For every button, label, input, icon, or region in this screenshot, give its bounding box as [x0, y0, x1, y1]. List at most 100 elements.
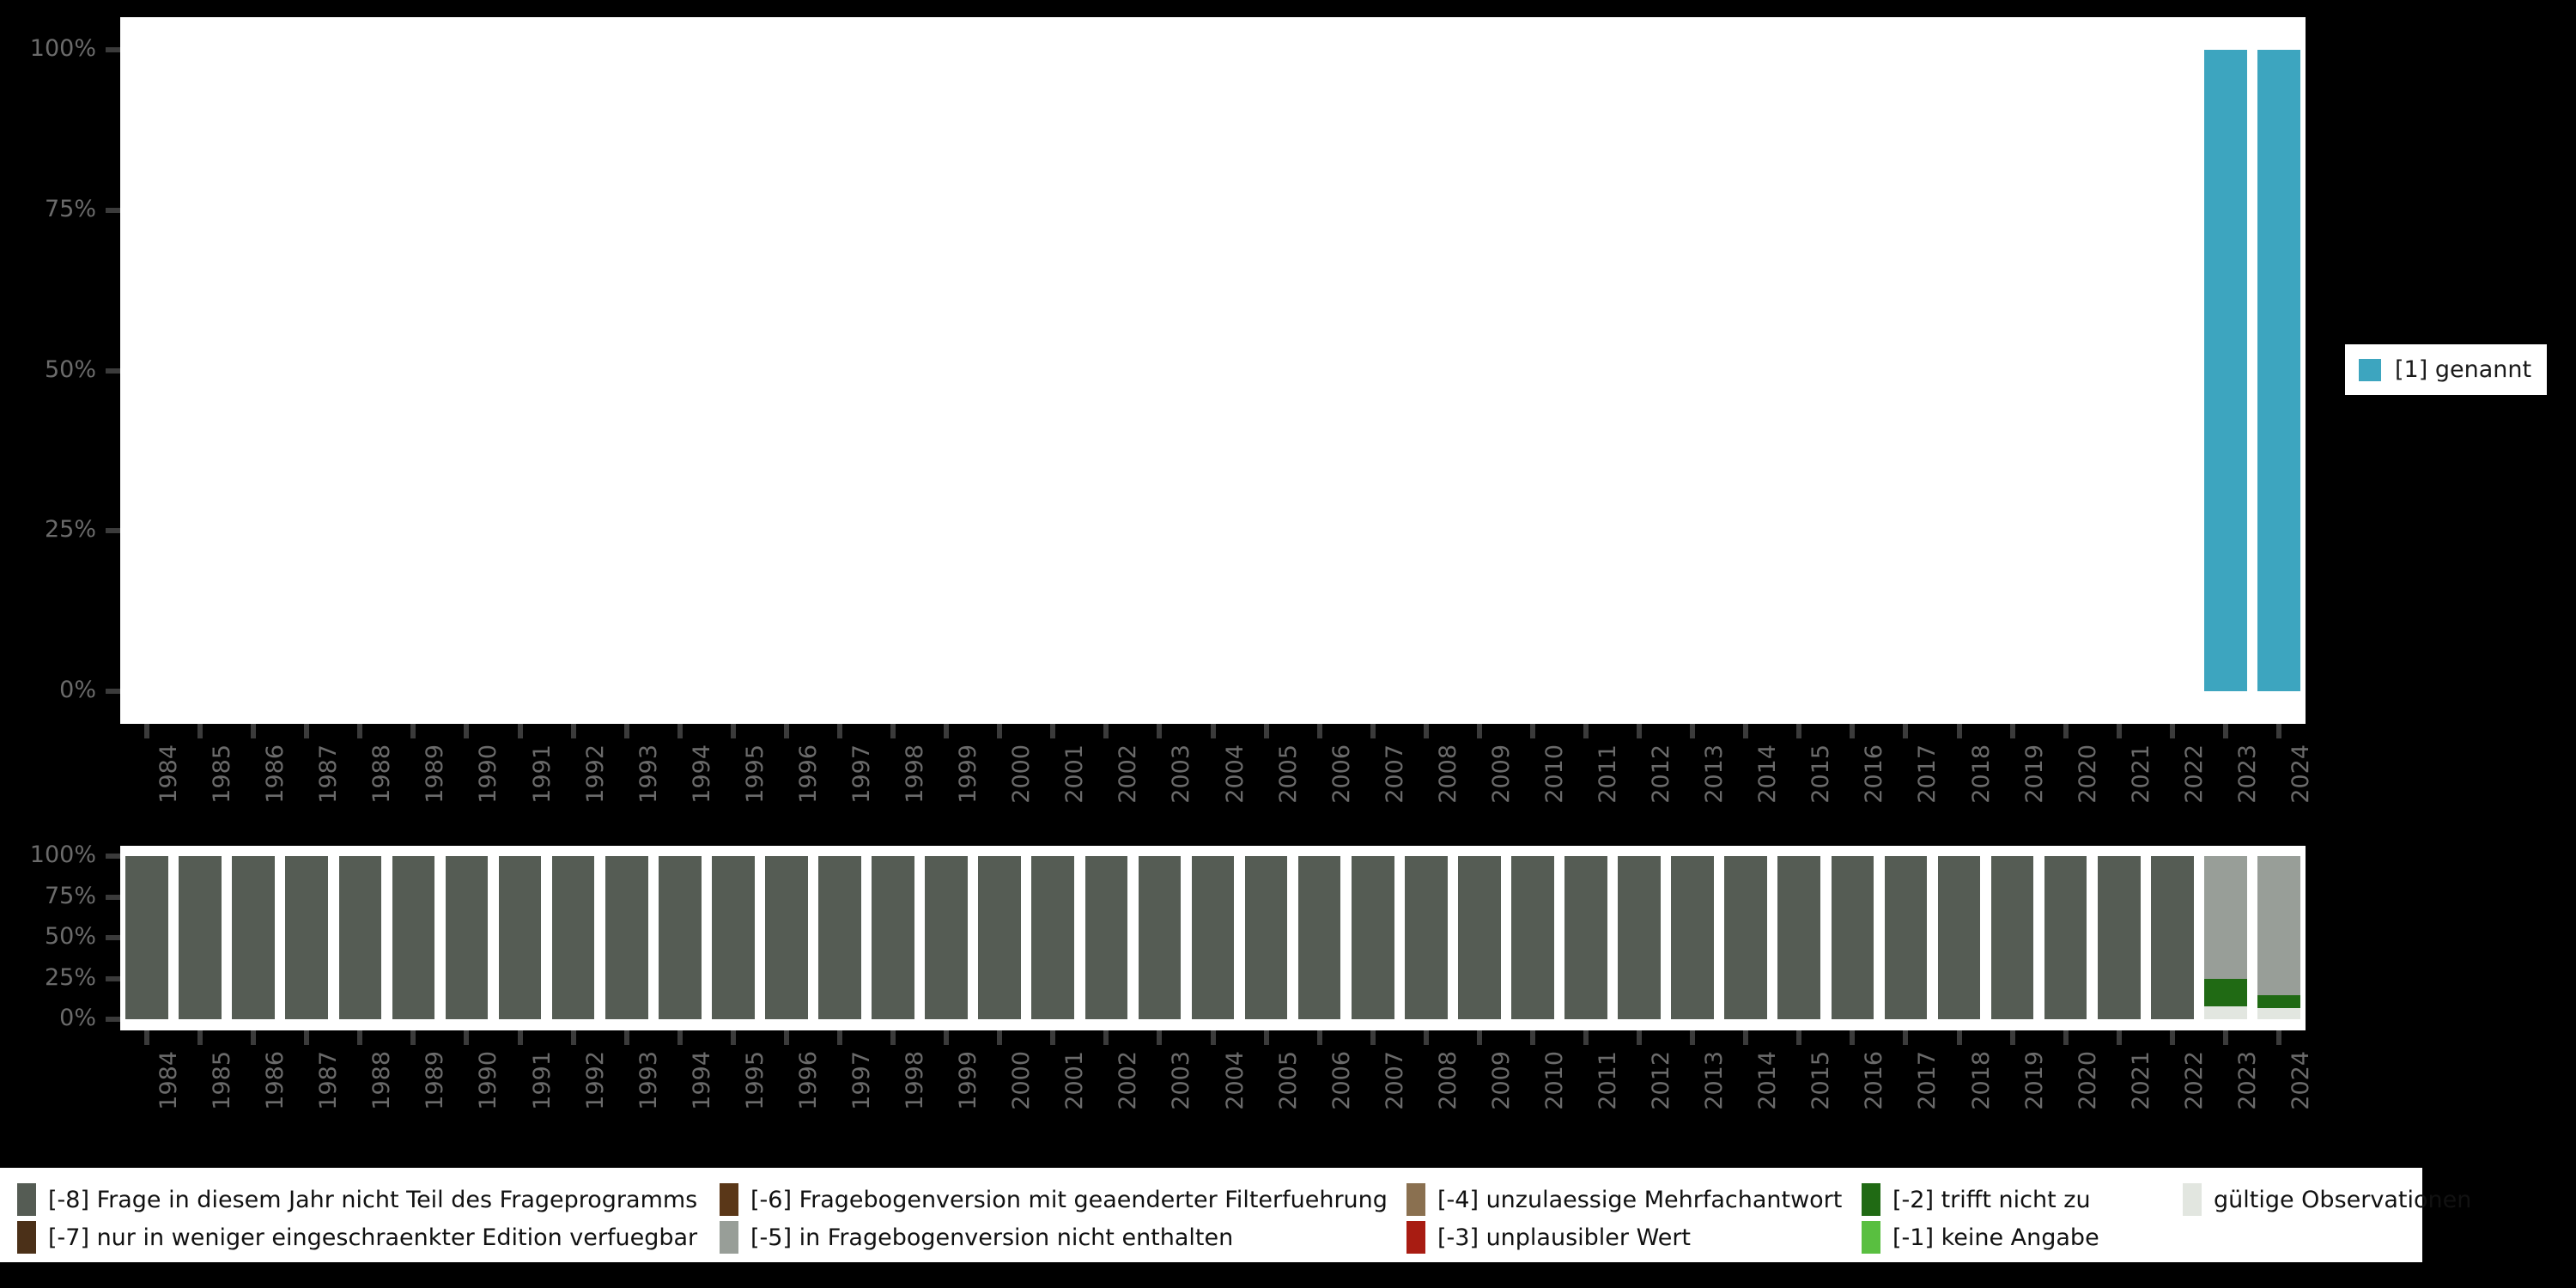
legend-item-label: [-4] unzulaessige Mehrfachantwort [1437, 1186, 1843, 1213]
bottom-x-tick-label: 1989 [422, 1051, 449, 1110]
stacked-bar-2000[interactable] [978, 856, 1022, 1019]
bottom-x-tick-label: 1990 [475, 1051, 502, 1110]
top-x-tick-mark [1743, 724, 1749, 738]
stacked-bar-1985[interactable] [179, 856, 222, 1019]
stack-segment [1724, 856, 1768, 1019]
legend-item[interactable]: gültige Observationen [2183, 1183, 2471, 1216]
stacked-bar-2019[interactable] [1990, 856, 2034, 1019]
top-x-tick-mark [623, 724, 629, 738]
bottom-x-tick-label: 2018 [1967, 1051, 1995, 1110]
legend-item[interactable]: [-6] Fragebogenversion mit geaenderter F… [720, 1183, 1388, 1216]
bottom-x-tick-mark [2009, 1030, 2015, 1045]
stacked-bar-2007[interactable] [1351, 856, 1394, 1019]
bar-top-2023[interactable] [2204, 50, 2247, 691]
stack-segment [445, 856, 489, 1019]
top-y-tick-mark [106, 207, 120, 213]
top-x-tick-mark [1903, 724, 1909, 738]
stacked-bar-2014[interactable] [1724, 856, 1768, 1019]
stacked-bar-2005[interactable] [1244, 856, 1288, 1019]
stack-segment [1297, 856, 1341, 1019]
stacked-bar-2002[interactable] [1084, 856, 1128, 1019]
stacked-bar-1995[interactable] [712, 856, 755, 1019]
bottom-x-tick-label: 1994 [688, 1051, 715, 1110]
bottom-x-tick-mark [144, 1030, 150, 1045]
stacked-bar-2020[interactable] [2044, 856, 2087, 1019]
stacked-bar-2022[interactable] [2150, 856, 2194, 1019]
legend-item[interactable]: [-3] unplausibler Wert [1406, 1221, 1691, 1254]
stacked-bar-1999[interactable] [925, 856, 968, 1019]
stacked-bar-2015[interactable] [1777, 856, 1821, 1019]
bottom-x-tick-mark [197, 1030, 204, 1045]
stack-segment [1191, 856, 1235, 1019]
stacked-bar-1986[interactable] [232, 856, 275, 1019]
bottom-y-tick-mark [106, 854, 120, 859]
bottom-x-tick-mark [1263, 1030, 1269, 1045]
stacked-bar-2013[interactable] [1671, 856, 1714, 1019]
bottom-x-tick-mark [1956, 1030, 1962, 1045]
bottom-x-tick-mark [677, 1030, 683, 1045]
legend-swatch-icon [720, 1183, 738, 1216]
stacked-bar-1994[interactable] [658, 856, 702, 1019]
bottom-x-tick-label: 2022 [2180, 1051, 2208, 1110]
legend-item[interactable]: [-4] unzulaessige Mehrfachantwort [1406, 1183, 1842, 1216]
stacked-bar-1987[interactable] [285, 856, 329, 1019]
stack-segment [285, 856, 329, 1019]
bottom-x-tick-label: 2009 [1487, 1051, 1515, 1110]
stacked-bar-2009[interactable] [1458, 856, 1501, 1019]
top-x-tick-mark [304, 724, 310, 738]
stacked-bar-1996[interactable] [765, 856, 808, 1019]
stacked-bar-2001[interactable] [1031, 856, 1075, 1019]
top-x-tick-mark [1263, 724, 1269, 738]
stacked-bar-2003[interactable] [1138, 856, 1182, 1019]
stacked-bar-2016[interactable] [1831, 856, 1874, 1019]
stacked-bar-1993[interactable] [605, 856, 648, 1019]
stacked-bar-1998[interactable] [872, 856, 914, 1019]
bottom-x-tick-mark [1743, 1030, 1749, 1045]
stacked-bar-1990[interactable] [445, 856, 489, 1019]
bottom-bars-container [120, 856, 2306, 1019]
stacked-bar-1992[interactable] [551, 856, 595, 1019]
stack-segment [2044, 856, 2087, 1019]
stacked-bar-1984[interactable] [125, 856, 168, 1019]
bottom-y-tick-label: 0% [59, 1005, 96, 1031]
stacked-bar-2018[interactable] [1937, 856, 1981, 1019]
stacked-bar-2010[interactable] [1511, 856, 1554, 1019]
stacked-bar-2006[interactable] [1297, 856, 1341, 1019]
stack-segment [658, 856, 702, 1019]
stack-segment [2204, 978, 2247, 1006]
legend-item[interactable]: [-1] keine Angabe [1862, 1221, 2099, 1254]
stacked-bar-1997[interactable] [818, 856, 861, 1019]
bottom-x-tick-mark [783, 1030, 789, 1045]
top-y-tick-mark [106, 528, 120, 534]
bottom-x-tick-mark [1903, 1030, 1909, 1045]
stacked-bar-2024[interactable] [2257, 856, 2300, 1019]
bottom-x-tick-label: 1993 [635, 1051, 662, 1110]
stack-segment [2257, 856, 2300, 995]
legend-item[interactable]: [-2] trifft nicht zu [1862, 1183, 2091, 1216]
top-x-tick-mark [357, 724, 363, 738]
bar-top-2024[interactable] [2257, 50, 2300, 691]
stacked-bar-1989[interactable] [392, 856, 435, 1019]
stacked-bar-1991[interactable] [498, 856, 542, 1019]
bottom-x-tick-label: 2019 [2020, 1051, 2048, 1110]
stacked-bar-2017[interactable] [1884, 856, 1928, 1019]
bottom-x-tick-label: 1988 [368, 1051, 396, 1110]
legend-swatch-genannt [2359, 358, 2381, 381]
stacked-bar-2012[interactable] [1618, 856, 1661, 1019]
bottom-x-tick-label: 2016 [1861, 1051, 1888, 1110]
top-x-tick-mark [1690, 724, 1696, 738]
top-x-tick-mark [1476, 724, 1482, 738]
top-legend: [1] genannt [2345, 344, 2548, 395]
stacked-bar-2004[interactable] [1191, 856, 1235, 1019]
stack-segment [1831, 856, 1874, 1019]
stacked-bar-2023[interactable] [2204, 856, 2247, 1019]
stacked-bar-2011[interactable] [1564, 856, 1607, 1019]
legend-item[interactable]: [-8] Frage in diesem Jahr nicht Teil des… [17, 1183, 697, 1216]
stacked-bar-2021[interactable] [2097, 856, 2141, 1019]
stacked-bar-1988[interactable] [338, 856, 382, 1019]
legend-item[interactable]: [-5] in Fragebogenversion nicht enthalte… [720, 1221, 1233, 1254]
legend-swatch-icon [17, 1221, 36, 1254]
bottom-x-tick-mark [1316, 1030, 1322, 1045]
legend-item[interactable]: [-7] nur in weniger eingeschraenkter Edi… [17, 1221, 697, 1254]
stacked-bar-2008[interactable] [1404, 856, 1448, 1019]
